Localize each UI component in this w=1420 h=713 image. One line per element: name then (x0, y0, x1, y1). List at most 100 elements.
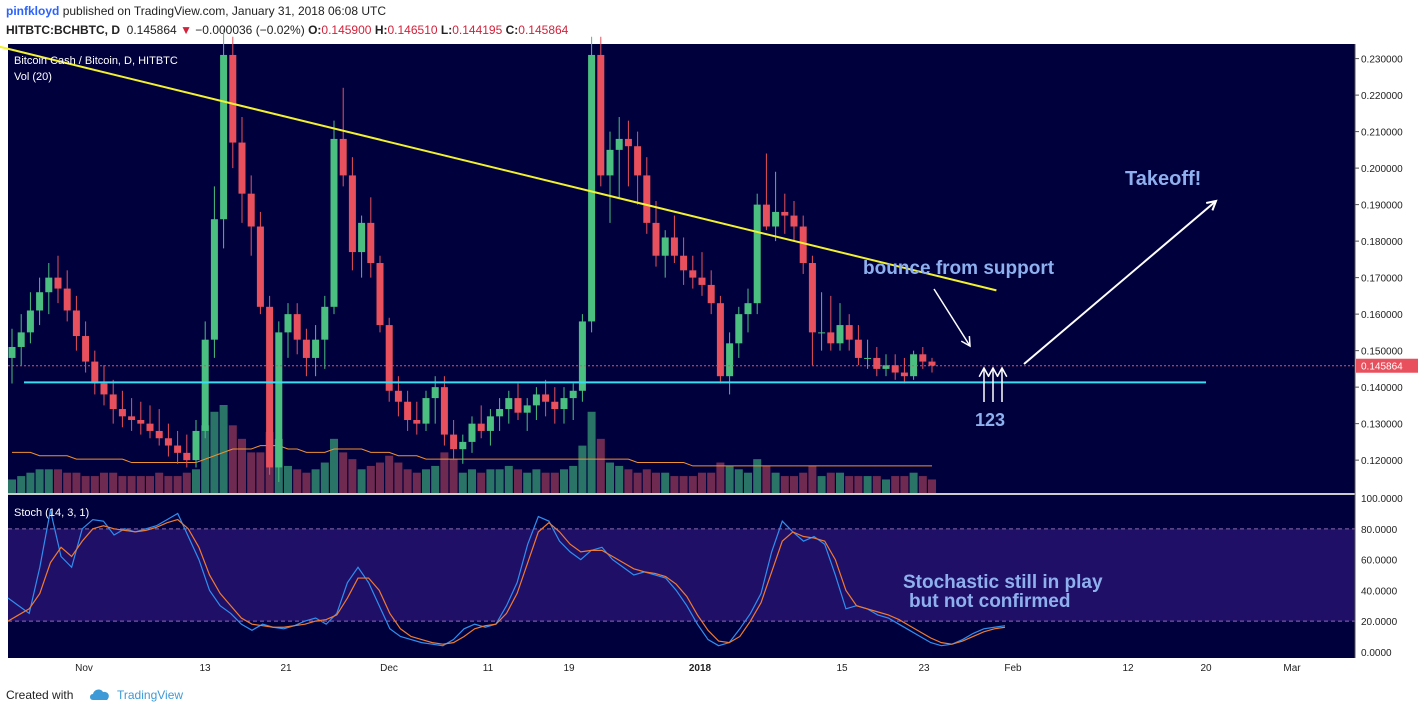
candle-body (256, 226, 264, 307)
candle-body (146, 423, 154, 431)
candle-body (284, 314, 292, 333)
volume-bar (100, 472, 108, 493)
volume-bar (799, 472, 808, 493)
open-label: O: (308, 23, 322, 37)
chart-canvas[interactable]: 0.230000 0.220000 0.210000 0.200000 0.190000… (0, 0, 1420, 680)
volume-bar (854, 476, 863, 493)
candle-body (790, 215, 798, 227)
candle-body (137, 419, 145, 424)
volume-bar (339, 452, 348, 493)
candle-body (358, 222, 366, 253)
candle-body (578, 321, 586, 391)
volume-bar (146, 476, 154, 493)
volume-bar (532, 469, 541, 493)
volume-bar (808, 465, 817, 493)
takeoff-annotation: Takeoff! (1125, 168, 1201, 190)
candle-body (854, 339, 862, 358)
candle-body (799, 226, 807, 264)
resistance-trendline (0, 45, 997, 292)
volume-bar (376, 462, 384, 493)
candle-body (468, 423, 476, 442)
volume-bar (872, 476, 881, 493)
high-value: 0.146510 (387, 23, 438, 37)
price-tick-label: 0.150000 (1361, 347, 1403, 358)
volume-bar (182, 472, 191, 493)
candle-body (91, 361, 99, 384)
candle-body (597, 54, 605, 176)
price-tick-label: 0.180000 (1361, 237, 1403, 248)
stoch-tick-label: 40.0000 (1361, 586, 1398, 597)
volume-bar (753, 459, 762, 493)
candle-body (836, 325, 844, 344)
volume-bar (431, 465, 440, 493)
price-tick-label: 0.130000 (1361, 420, 1403, 431)
time-tick-label: 20 (1200, 663, 1212, 674)
volume-bar (256, 452, 265, 493)
stoch-tick-label: 80.0000 (1361, 525, 1398, 536)
price-change: −0.000036 (−0.02%) (195, 23, 305, 37)
volume-bar (642, 469, 651, 493)
time-tick-label: Mar (1283, 663, 1301, 674)
time-tick-label: Feb (1004, 663, 1022, 674)
price-tick-label: 0.200000 (1361, 164, 1403, 175)
candle-body (367, 222, 375, 264)
stoch-tick-label: 60.0000 (1361, 556, 1398, 567)
volume-bar (560, 469, 568, 493)
volume-ma-line (12, 445, 932, 467)
volume-bar (495, 469, 504, 493)
candle-body (551, 401, 559, 410)
volume-bar (109, 472, 118, 493)
candle-body (615, 138, 623, 150)
candle-body (588, 54, 596, 322)
candle-body (670, 237, 678, 256)
price-tick-label: 0.170000 (1361, 274, 1403, 285)
candle-body (238, 142, 246, 194)
tradingview-link[interactable]: TradingView (117, 688, 184, 702)
stoch-tick-label: 0.0000 (1361, 648, 1392, 659)
candle-body (560, 398, 568, 410)
volume-bar (780, 476, 789, 493)
volume-bar (771, 472, 780, 493)
volume-bar (523, 472, 532, 493)
candle-body (753, 204, 761, 304)
time-tick-label: Nov (75, 663, 93, 674)
volume-bar (238, 438, 246, 493)
volume-bar (596, 438, 605, 493)
volume-bar (587, 411, 596, 493)
volume-bar (320, 462, 329, 493)
low-label: L: (440, 23, 453, 37)
volume-bar (817, 476, 826, 493)
volume-bar (8, 479, 16, 493)
time-tick-label: 23 (918, 663, 930, 674)
candle-body (569, 390, 577, 399)
candle-body (762, 204, 770, 227)
volume-bar (449, 459, 458, 493)
volume-bar (486, 469, 495, 493)
low-value: 0.144195 (452, 23, 503, 37)
volume-bar (670, 476, 679, 493)
volume-bar (661, 472, 670, 493)
author-link[interactable]: pinfkloyd (6, 4, 60, 18)
candle-body (928, 361, 936, 366)
candle-body (45, 277, 53, 293)
high-label: H: (374, 23, 388, 37)
candle-body (229, 54, 237, 143)
created-with-text: Created with (6, 688, 74, 702)
volume-bar (219, 405, 228, 493)
candle-body (716, 303, 724, 377)
volume-bar (44, 469, 53, 493)
stoch-note-line2: but not confirmed (909, 591, 1070, 612)
candle-body (394, 390, 402, 402)
time-tick-label: 12 (1122, 663, 1134, 674)
candle-body (128, 416, 136, 420)
volume-bar (394, 462, 403, 493)
touch-arrow-1-head (978, 366, 990, 378)
candle-body (312, 339, 320, 358)
volume-bar (458, 472, 467, 493)
volume-bar (624, 469, 633, 493)
candle-body (275, 332, 283, 468)
volume-bar (633, 472, 642, 493)
candle-body (689, 270, 697, 278)
candle-body (266, 306, 274, 468)
candle-body (726, 343, 734, 377)
